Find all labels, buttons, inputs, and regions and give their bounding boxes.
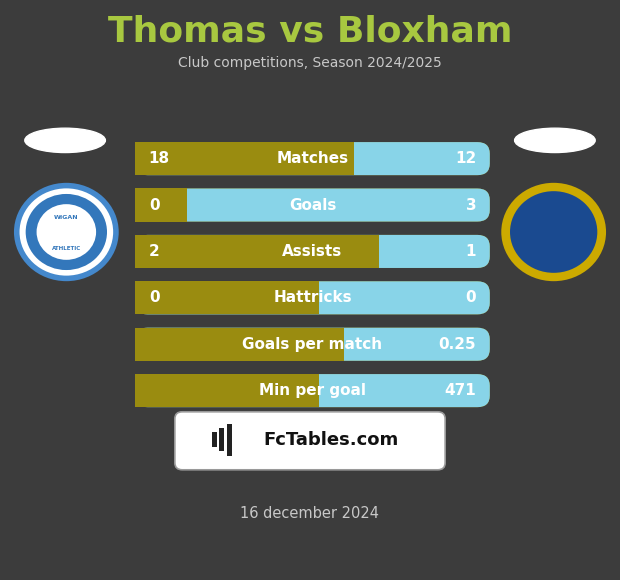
Bar bbox=[135, 281, 312, 314]
FancyBboxPatch shape bbox=[135, 328, 490, 361]
Circle shape bbox=[37, 204, 96, 260]
Text: 1: 1 bbox=[466, 244, 476, 259]
Text: Club competitions, Season 2024/2025: Club competitions, Season 2024/2025 bbox=[178, 56, 442, 70]
Text: 2: 2 bbox=[149, 244, 159, 259]
Bar bbox=[366, 235, 379, 268]
Text: 0.25: 0.25 bbox=[438, 337, 476, 351]
Bar bbox=[135, 374, 312, 407]
Text: ATHLETIC: ATHLETIC bbox=[51, 246, 81, 251]
FancyBboxPatch shape bbox=[135, 235, 490, 268]
FancyBboxPatch shape bbox=[135, 374, 490, 407]
FancyBboxPatch shape bbox=[175, 412, 445, 470]
Bar bbox=[342, 142, 354, 175]
FancyBboxPatch shape bbox=[135, 188, 490, 222]
FancyBboxPatch shape bbox=[135, 374, 490, 407]
Text: 0: 0 bbox=[466, 291, 476, 305]
Bar bbox=[219, 428, 224, 451]
Bar bbox=[175, 188, 187, 222]
Circle shape bbox=[25, 194, 107, 270]
Bar bbox=[227, 423, 232, 456]
Circle shape bbox=[510, 191, 597, 273]
Text: Min per goal: Min per goal bbox=[259, 383, 366, 398]
Text: 12: 12 bbox=[455, 151, 476, 166]
FancyBboxPatch shape bbox=[135, 328, 490, 361]
Text: Thomas vs Bloxham: Thomas vs Bloxham bbox=[108, 15, 512, 49]
Ellipse shape bbox=[25, 128, 105, 153]
Text: Goals: Goals bbox=[289, 198, 336, 212]
Bar bbox=[331, 328, 343, 361]
Text: Assists: Assists bbox=[282, 244, 343, 259]
FancyBboxPatch shape bbox=[135, 188, 490, 222]
Bar bbox=[135, 235, 373, 268]
Circle shape bbox=[504, 186, 603, 278]
Bar bbox=[212, 433, 217, 447]
Circle shape bbox=[17, 186, 116, 278]
Text: 16 december 2024: 16 december 2024 bbox=[241, 506, 379, 521]
Text: 471: 471 bbox=[445, 383, 476, 398]
FancyBboxPatch shape bbox=[135, 142, 490, 175]
Text: WIGAN: WIGAN bbox=[54, 215, 79, 220]
FancyBboxPatch shape bbox=[135, 235, 490, 268]
Bar bbox=[135, 188, 181, 222]
Text: 0: 0 bbox=[149, 198, 159, 212]
FancyBboxPatch shape bbox=[135, 281, 490, 314]
Bar bbox=[306, 374, 319, 407]
Text: 0: 0 bbox=[149, 291, 159, 305]
Bar bbox=[135, 142, 348, 175]
Text: Matches: Matches bbox=[277, 151, 348, 166]
FancyBboxPatch shape bbox=[135, 281, 490, 314]
Text: Hattricks: Hattricks bbox=[273, 291, 352, 305]
FancyBboxPatch shape bbox=[135, 142, 490, 175]
Ellipse shape bbox=[515, 128, 595, 153]
Bar bbox=[135, 328, 337, 361]
Bar bbox=[306, 281, 319, 314]
Text: Goals per match: Goals per match bbox=[242, 337, 383, 351]
Text: FcTables.com: FcTables.com bbox=[264, 430, 399, 449]
Text: 3: 3 bbox=[466, 198, 476, 212]
Text: 18: 18 bbox=[149, 151, 170, 166]
